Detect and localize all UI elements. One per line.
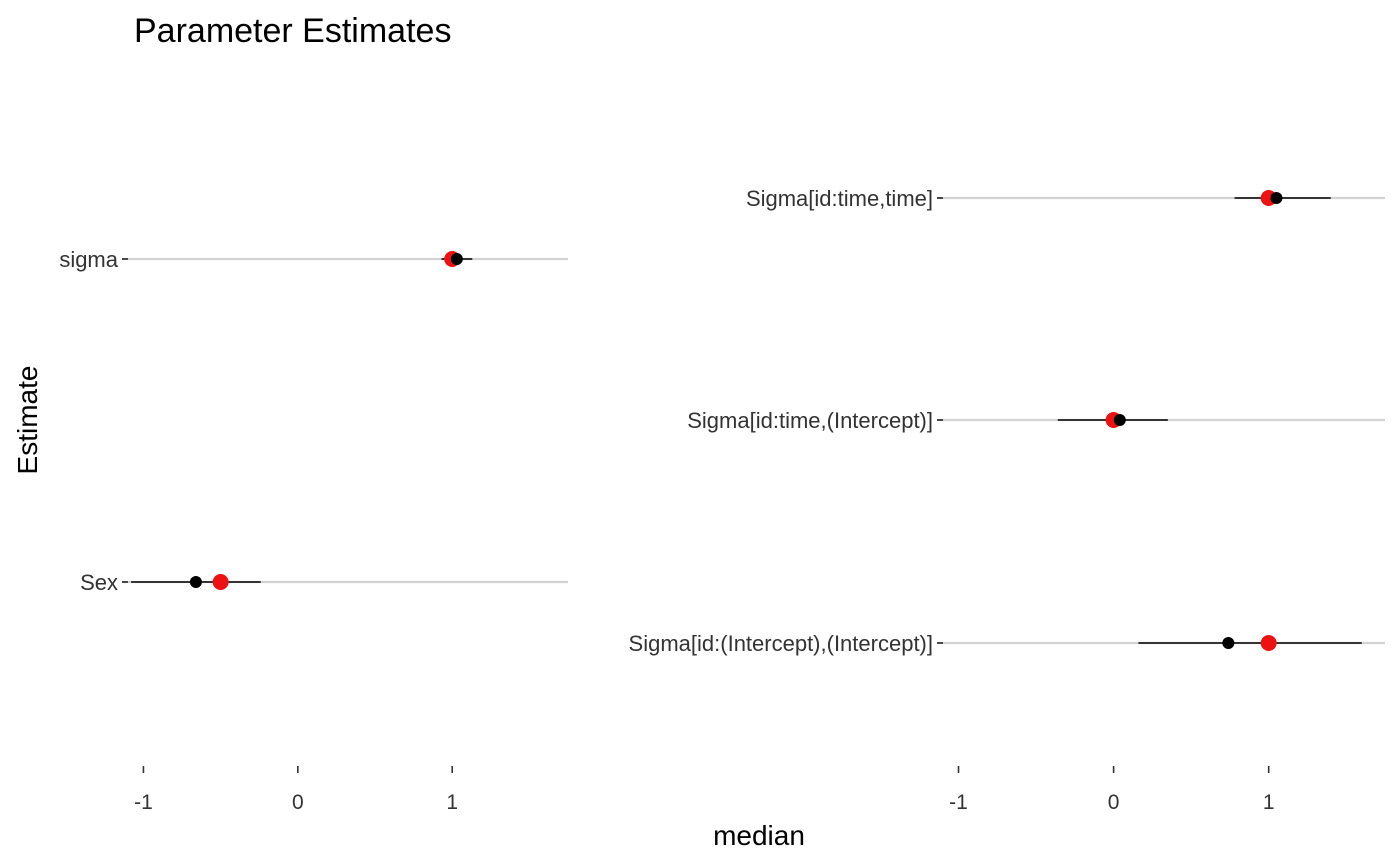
category-label-0-0: sigma bbox=[59, 247, 118, 272]
x-tick-label-1-0: -1 bbox=[949, 791, 968, 814]
category-label-1-1: Sigma[id:time,(Intercept)] bbox=[687, 408, 933, 433]
median-point-1-2 bbox=[1222, 637, 1235, 649]
left-panel: -1 0 1 sigma Sex bbox=[59, 247, 568, 814]
x-axis-label: median bbox=[713, 820, 805, 851]
median-point-1-1 bbox=[1113, 414, 1126, 426]
category-label-1-2: Sigma[id:(Intercept),(Intercept)] bbox=[629, 631, 933, 656]
x-tick-label-1-1: 0 bbox=[1108, 791, 1120, 814]
x-tick-label-0-1: 0 bbox=[292, 791, 304, 814]
x-tick-label-1-2: 1 bbox=[1263, 791, 1275, 814]
median-point-1-0 bbox=[1270, 192, 1283, 204]
reference-point-1-2 bbox=[1260, 635, 1277, 651]
reference-point-0-1 bbox=[212, 574, 229, 590]
chart-title: Parameter Estimates bbox=[134, 12, 451, 50]
x-tick-label-0-0: -1 bbox=[134, 791, 153, 814]
y-axis-label: Estimate bbox=[12, 366, 43, 475]
right-panel: -1 0 1 Sigma[id:time,time] Sigma[id:time,(In… bbox=[629, 186, 1385, 814]
category-label-1-0: Sigma[id:time,time] bbox=[746, 186, 933, 211]
x-tick-label-0-2: 1 bbox=[446, 791, 458, 814]
median-point-0-1 bbox=[189, 576, 202, 588]
median-point-0-0 bbox=[450, 253, 463, 265]
category-label-0-1: Sex bbox=[80, 570, 118, 595]
